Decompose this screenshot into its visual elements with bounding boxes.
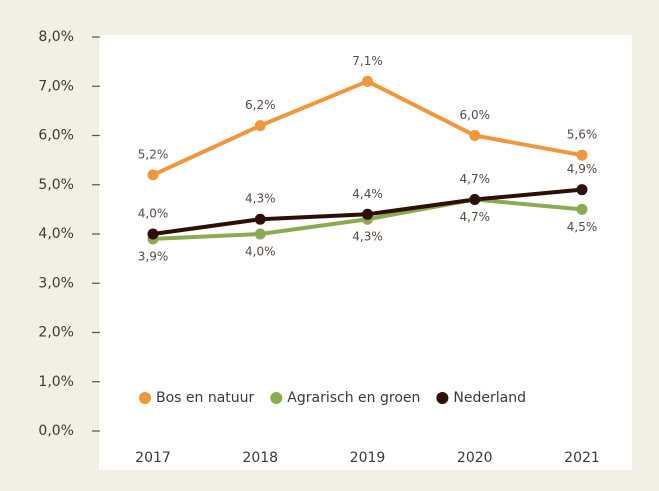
value-label: 7,1% xyxy=(352,54,383,68)
value-label: 4,3% xyxy=(245,192,276,206)
y-tick-label: 6,0% xyxy=(38,128,74,144)
point xyxy=(362,208,373,220)
value-label: 4,5% xyxy=(567,220,598,234)
point xyxy=(254,228,266,240)
value-label: 6,2% xyxy=(245,98,276,112)
value-label: 6,0% xyxy=(460,108,491,122)
legend-marker xyxy=(270,392,283,404)
y-tick-label: 0,0% xyxy=(38,423,74,439)
y-tick-label: 7,0% xyxy=(38,78,74,94)
point xyxy=(576,149,588,161)
x-tick-label: 2017 xyxy=(135,450,171,466)
point xyxy=(147,228,159,240)
x-tick-label: 2018 xyxy=(242,450,278,466)
value-label: 4,0% xyxy=(245,245,276,259)
plot-area xyxy=(99,35,632,470)
legend-label: Agrarisch en groen xyxy=(287,390,420,406)
point xyxy=(254,120,266,132)
y-tick-label: 2,0% xyxy=(38,325,74,341)
value-label: 5,6% xyxy=(567,128,598,142)
x-tick-label: 2021 xyxy=(564,450,600,466)
legend-label: Bos en natuur xyxy=(156,390,255,406)
y-tick-label: 8,0% xyxy=(38,29,74,45)
value-label: 5,2% xyxy=(138,147,169,161)
point xyxy=(576,184,588,196)
value-label: 4,3% xyxy=(352,230,383,244)
point xyxy=(469,194,481,206)
legend-marker xyxy=(139,392,151,404)
value-label: 4,4% xyxy=(352,187,383,201)
point xyxy=(254,213,266,225)
value-label: 3,9% xyxy=(138,249,169,263)
point xyxy=(362,75,373,87)
value-label: 4,9% xyxy=(567,162,598,176)
point xyxy=(147,169,159,181)
y-tick-label: 5,0% xyxy=(38,177,74,193)
x-tick-label: 2019 xyxy=(350,450,386,466)
point xyxy=(576,203,588,215)
y-tick-label: 1,0% xyxy=(38,374,74,390)
legend: Bos en natuur Agrarisch en groen Nederland xyxy=(139,390,526,406)
y-tick-label: 3,0% xyxy=(38,275,74,291)
value-label: 4,7% xyxy=(460,210,491,224)
value-label: 4,0% xyxy=(138,207,169,221)
legend-label: Nederland xyxy=(453,390,526,406)
legend-marker xyxy=(436,392,449,404)
y-tick-label: 4,0% xyxy=(38,226,74,242)
value-label: 4,7% xyxy=(460,172,491,186)
point xyxy=(469,130,481,141)
x-tick-label: 2020 xyxy=(457,450,493,466)
